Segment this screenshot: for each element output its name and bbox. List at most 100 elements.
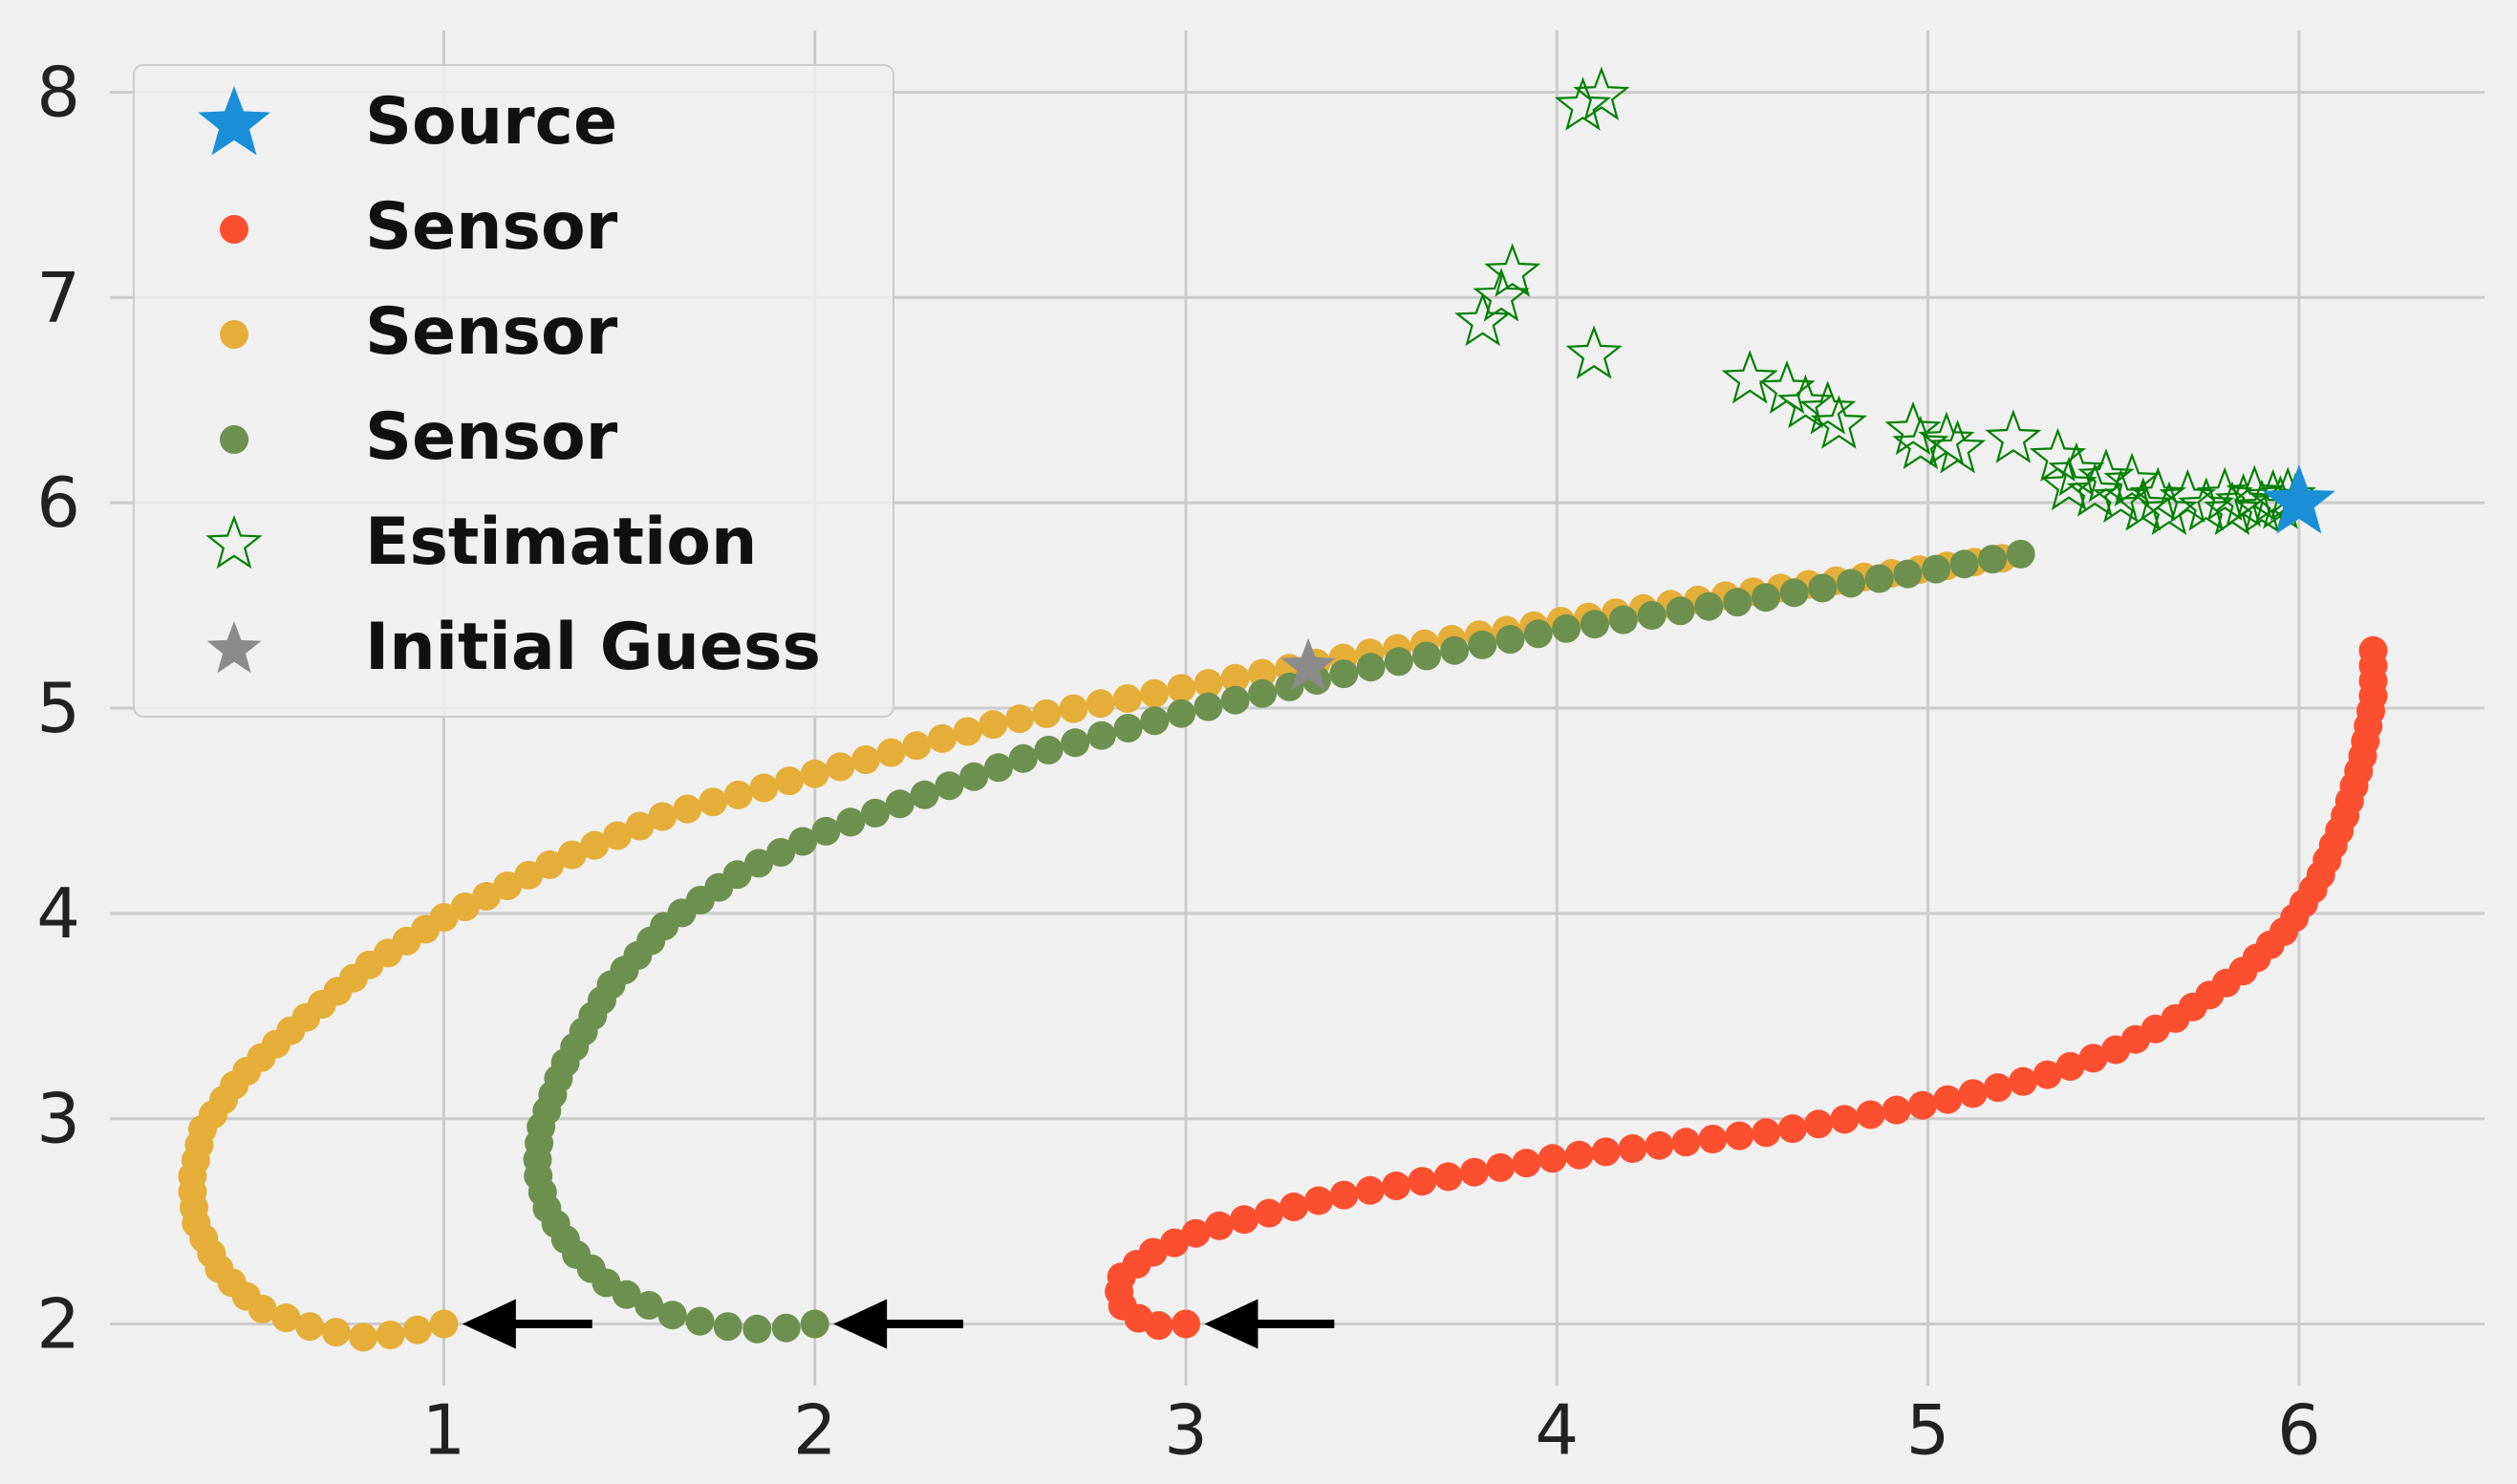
x-tick-label-2: 2 <box>793 1390 837 1471</box>
sensor-3-point-82 <box>1978 545 2008 574</box>
sensor-1-point-33 <box>1804 1109 1834 1139</box>
sensor-3-point-47 <box>1008 743 1038 773</box>
legend-initial-guess-star-icon <box>206 621 262 674</box>
estimation-star-19 <box>2066 462 2123 517</box>
sensor-3-point-41 <box>861 798 890 828</box>
y-tick-label-6: 6 <box>36 462 80 543</box>
sensor-2-point-59 <box>1005 704 1034 734</box>
sensor-1-point-19 <box>1433 1162 1463 1192</box>
legend-circle-2 <box>220 320 248 349</box>
sensor-3-point-6 <box>635 1291 664 1320</box>
legend-filled-star-0 <box>198 86 270 156</box>
sensor-3-point-63 <box>1440 635 1470 665</box>
estimation-star-5 <box>1565 325 1623 379</box>
sensor-3-point-78 <box>1864 564 1894 593</box>
sensor-1-point-23 <box>1538 1144 1567 1173</box>
sensor-1-point-15 <box>1329 1180 1359 1210</box>
sensor-2-point-54 <box>876 738 906 767</box>
sensor-1-point-13 <box>1280 1193 1308 1221</box>
sensor-3-point-72 <box>1694 591 1724 621</box>
sensor-1-point-20 <box>1459 1157 1489 1187</box>
sensor-3-point-3 <box>713 1312 742 1342</box>
sensor-3-point-4 <box>685 1306 715 1336</box>
estimation-star-24 <box>2129 466 2186 521</box>
sensor-1-point-18 <box>1408 1167 1437 1196</box>
sensor-1-point-35 <box>1856 1100 1885 1129</box>
sensor-3-point-45 <box>959 762 989 791</box>
sensor-2-point-5 <box>295 1312 325 1342</box>
sensor-1-point-43 <box>2055 1052 2085 1081</box>
estimation-star-14 <box>1928 419 1987 474</box>
legend-sensor-2-circle-icon <box>220 320 248 349</box>
y-tick-label-5: 5 <box>36 668 80 748</box>
legend-label-sensor-2: Sensor <box>365 294 618 370</box>
sensor-3-point-75 <box>1779 578 1809 608</box>
legend-hollow-star-4 <box>205 514 263 570</box>
sensor-1-point-39 <box>1958 1079 1988 1108</box>
sensor-3-point-40 <box>836 807 866 837</box>
initial-guess-star-0 <box>1280 638 1336 691</box>
sensor-2-point-66 <box>1194 669 1223 699</box>
sensor-3-point-54 <box>1194 692 1223 721</box>
sensor-3-point-39 <box>811 816 841 846</box>
y-tick-label-4: 4 <box>36 873 80 954</box>
sensor-1-point-34 <box>1830 1105 1860 1134</box>
sensor-3-point-64 <box>1468 630 1497 659</box>
sensor-2-point-42 <box>580 830 610 860</box>
sensor-1-point-7 <box>1138 1237 1168 1267</box>
sensor-1-point-0 <box>1172 1309 1200 1339</box>
sensor-3-point-46 <box>984 753 1013 783</box>
sensor-3-point-71 <box>1666 596 1695 626</box>
sensor-1-point-41 <box>2009 1066 2038 1096</box>
legend-box <box>133 64 894 718</box>
sensor-3-point-44 <box>935 771 964 801</box>
sensor-3-point-53 <box>1167 699 1196 728</box>
sensor-2-point-60 <box>1032 699 1062 728</box>
estimation-star-15 <box>1985 409 2042 463</box>
sensor-3-point-76 <box>1808 573 1838 603</box>
sensor-3-point-49 <box>1061 728 1090 758</box>
sensor-trajectories <box>178 539 2388 1352</box>
estimation-star-12 <box>1892 415 1949 470</box>
sensor-1-point-21 <box>1486 1152 1516 1182</box>
sensor-2-point-50 <box>775 766 804 796</box>
estimation-star-25 <box>2141 481 2198 535</box>
sensor-1-point-27 <box>1645 1130 1674 1160</box>
sensor-3-point-36 <box>744 849 773 878</box>
sensor-2-point-52 <box>826 752 855 782</box>
sensor-1-point-24 <box>1564 1140 1594 1170</box>
estimation-star-11 <box>1884 400 1942 456</box>
sensor-3-point-37 <box>766 838 796 867</box>
sensor-1-point-25 <box>1591 1137 1621 1167</box>
sensor-2-point-6 <box>271 1303 301 1333</box>
sensor-2-point-47 <box>699 787 728 817</box>
sensor-3-point-66 <box>1523 619 1553 649</box>
sensor-3-point-52 <box>1140 706 1170 736</box>
sensor-3-point-74 <box>1751 583 1780 613</box>
sensor-1-point-38 <box>1933 1085 1963 1114</box>
sensor-1-point-12 <box>1255 1198 1283 1228</box>
sensor-3-point-69 <box>1608 605 1638 634</box>
estimation-star-8 <box>1776 374 1835 429</box>
estimation-star-28 <box>2196 466 2253 521</box>
sensor-3-point-56 <box>1248 678 1278 708</box>
legend-label-sensor-1: Sensor <box>365 189 618 265</box>
sensor-2-point-4 <box>321 1318 351 1347</box>
sensor-2-point-45 <box>648 802 678 831</box>
legend-item-estimation: Estimation <box>205 505 757 580</box>
sensor-3-point-77 <box>1837 569 1865 598</box>
sensor-1-point-26 <box>1618 1134 1647 1163</box>
estimation-star-22 <box>2103 452 2161 506</box>
legend-circle-1 <box>220 215 248 244</box>
sensor-1-point-11 <box>1230 1205 1258 1235</box>
sensor-1-point-22 <box>1512 1149 1541 1178</box>
start-arrow-0 <box>462 1299 592 1349</box>
sensor-1-point-40 <box>1983 1073 2012 1103</box>
sensor-1-point-30 <box>1725 1121 1754 1151</box>
sensor-3-point-81 <box>1949 549 1979 579</box>
start-arrow-1 <box>833 1299 964 1349</box>
sensor-3-point-35 <box>722 860 752 890</box>
estimation-star-1 <box>1573 66 1630 120</box>
legend-circle-3 <box>220 425 248 454</box>
